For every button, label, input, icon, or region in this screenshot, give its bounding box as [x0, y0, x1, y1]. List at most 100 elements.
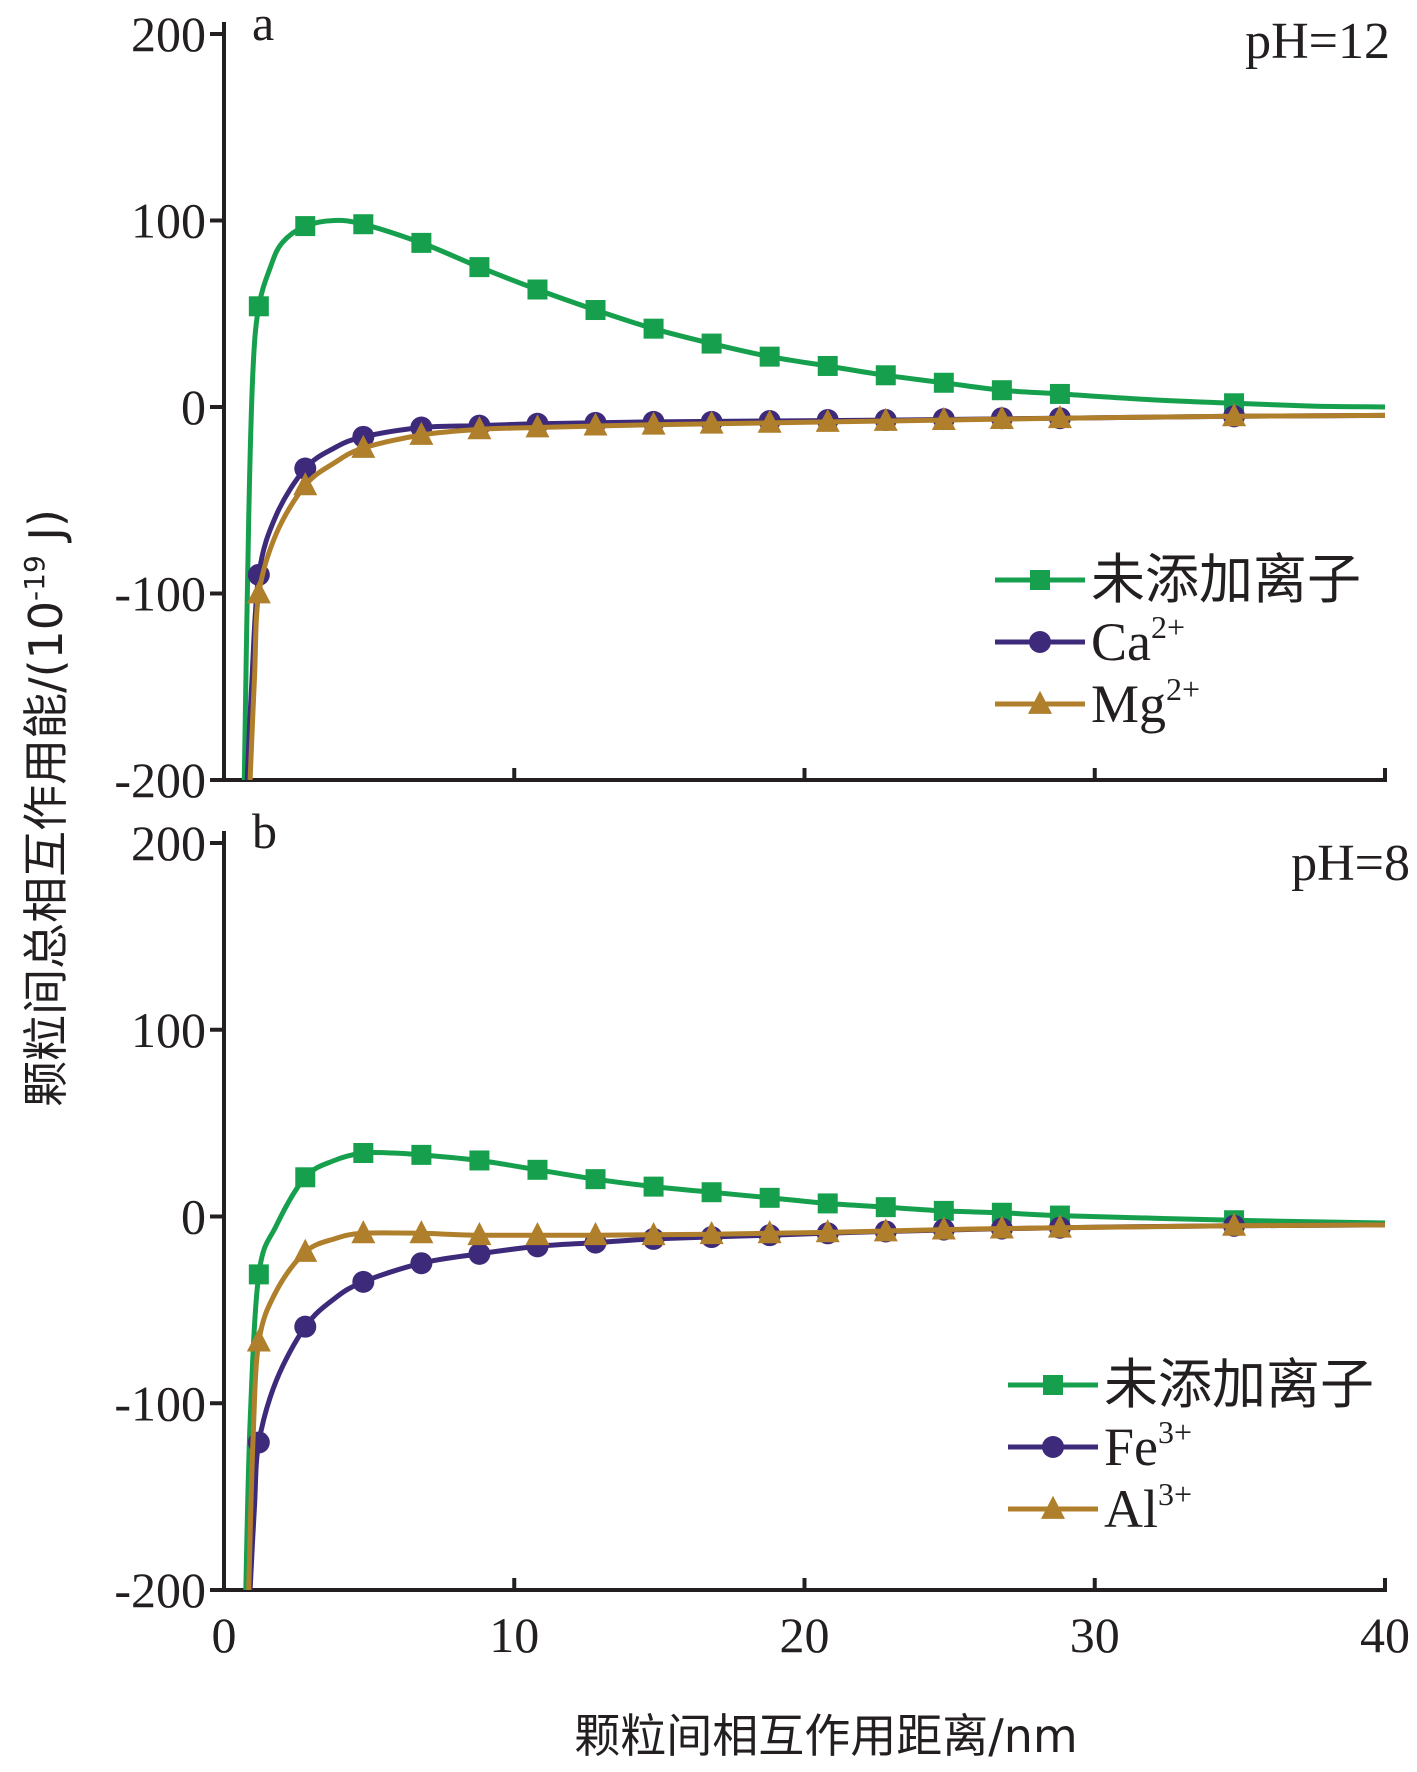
- legend-superscript: 3+: [1158, 1414, 1192, 1450]
- series-2: [246, 403, 1386, 780]
- data-point: [989, 1215, 1014, 1239]
- data-point: [525, 1221, 550, 1246]
- data-point: [817, 1193, 838, 1214]
- legend-label: Al3+: [1104, 1476, 1192, 1539]
- data-point: [759, 346, 780, 367]
- data-point: [873, 1218, 898, 1242]
- data-point: [933, 1200, 954, 1221]
- legend-superscript: 3+: [1158, 1476, 1192, 1512]
- data-point: [469, 1150, 490, 1171]
- data-point: [875, 365, 896, 386]
- data-point: [933, 372, 954, 393]
- data-point: [411, 232, 432, 253]
- legend-marker: [1043, 1375, 1063, 1395]
- data-point: [248, 1264, 269, 1285]
- data-point: [583, 1221, 608, 1246]
- data-point: [585, 300, 606, 321]
- data-point: [409, 1220, 434, 1244]
- x-tick-label: 30: [1070, 1607, 1120, 1663]
- legend-label: Ca2+: [1091, 609, 1185, 672]
- data-point: [468, 1242, 491, 1265]
- series-2: [246, 1212, 1386, 1590]
- legend-marker: [1041, 1495, 1065, 1519]
- y-tick-label: 0: [181, 379, 206, 435]
- y-tick-label: 0: [181, 1189, 206, 1245]
- data-point: [699, 1221, 724, 1245]
- data-point: [817, 355, 838, 376]
- panel-letter: a: [252, 0, 274, 51]
- data-point: [1047, 404, 1072, 429]
- legend-label: 未添加离子: [1104, 1355, 1374, 1415]
- data-point: [351, 434, 376, 458]
- y-axis-label-exponent: -19: [18, 555, 51, 601]
- y-axis-label: 颗粒间总相互作用能/(10: [19, 601, 73, 1107]
- x-tick-label: 10: [489, 1607, 539, 1663]
- y-tick-label: 200: [131, 815, 206, 871]
- x-tick-label: 40: [1360, 1607, 1410, 1663]
- data-point: [701, 1182, 722, 1203]
- data-point: [989, 405, 1014, 430]
- data-point: [931, 1216, 956, 1240]
- legend-marker: [1030, 570, 1050, 590]
- ph-annotation: pH=12: [1245, 13, 1390, 70]
- data-point: [1049, 383, 1070, 404]
- y-tick-label: -200: [114, 752, 206, 808]
- data-point: [295, 216, 316, 237]
- data-point: [409, 421, 434, 445]
- data-point: [525, 414, 550, 438]
- series-line: [241, 217, 1386, 780]
- legend-marker: [1028, 690, 1052, 714]
- data-point: [991, 380, 1012, 401]
- data-point: [353, 1143, 374, 1164]
- data-point: [248, 296, 269, 317]
- x-tick-label: 20: [780, 1607, 830, 1663]
- data-point: [699, 410, 724, 434]
- data-point: [641, 1221, 666, 1246]
- y-axis-title: 颗粒间总相互作用能/(10-19 J): [18, 509, 73, 1107]
- data-point: [931, 406, 956, 430]
- svg-text:颗粒间总相互作用能/(10-19 J): 颗粒间总相互作用能/(10-19 J): [18, 509, 73, 1107]
- legend-marker: [1042, 1436, 1064, 1458]
- data-point: [353, 214, 374, 235]
- data-point: [527, 1159, 548, 1180]
- ph-annotation: pH=8: [1291, 835, 1410, 892]
- data-point: [1222, 1212, 1247, 1236]
- data-point: [873, 407, 898, 431]
- y-axis-label-tail: J): [19, 509, 73, 555]
- data-point: [293, 1238, 318, 1262]
- x-tick-label: 0: [212, 1607, 237, 1663]
- data-point: [294, 457, 317, 480]
- legend-label: Mg2+: [1091, 671, 1200, 734]
- data-point: [757, 409, 782, 433]
- legend-label: 未添加离子: [1091, 550, 1361, 610]
- data-point: [246, 580, 271, 604]
- y-tick-label: -100: [114, 1375, 206, 1431]
- x-axis-label: 颗粒间相互作用距离/nm: [574, 1709, 1077, 1763]
- data-point: [295, 1167, 316, 1188]
- panel-letter: b: [252, 803, 277, 859]
- legend-marker: [1029, 631, 1051, 653]
- data-point: [351, 1220, 376, 1244]
- y-tick-label: 100: [131, 1002, 206, 1058]
- series-0: [241, 214, 1386, 780]
- data-point: [293, 472, 318, 496]
- data-point: [643, 1176, 664, 1197]
- data-point: [643, 318, 664, 339]
- data-point: [815, 1219, 840, 1243]
- data-point: [757, 1220, 782, 1244]
- data-point: [759, 1187, 780, 1208]
- data-point: [467, 1221, 492, 1246]
- data-point: [410, 1252, 433, 1275]
- data-point: [991, 1202, 1012, 1223]
- x-axis-title: 颗粒间相互作用距离/nm: [574, 1709, 1077, 1763]
- data-point: [583, 412, 608, 436]
- data-point: [641, 411, 666, 435]
- legend-superscript: 2+: [1151, 609, 1185, 645]
- data-point: [701, 333, 722, 354]
- y-tick-label: 200: [131, 6, 206, 62]
- y-tick-label: 100: [131, 193, 206, 249]
- data-point: [467, 416, 492, 440]
